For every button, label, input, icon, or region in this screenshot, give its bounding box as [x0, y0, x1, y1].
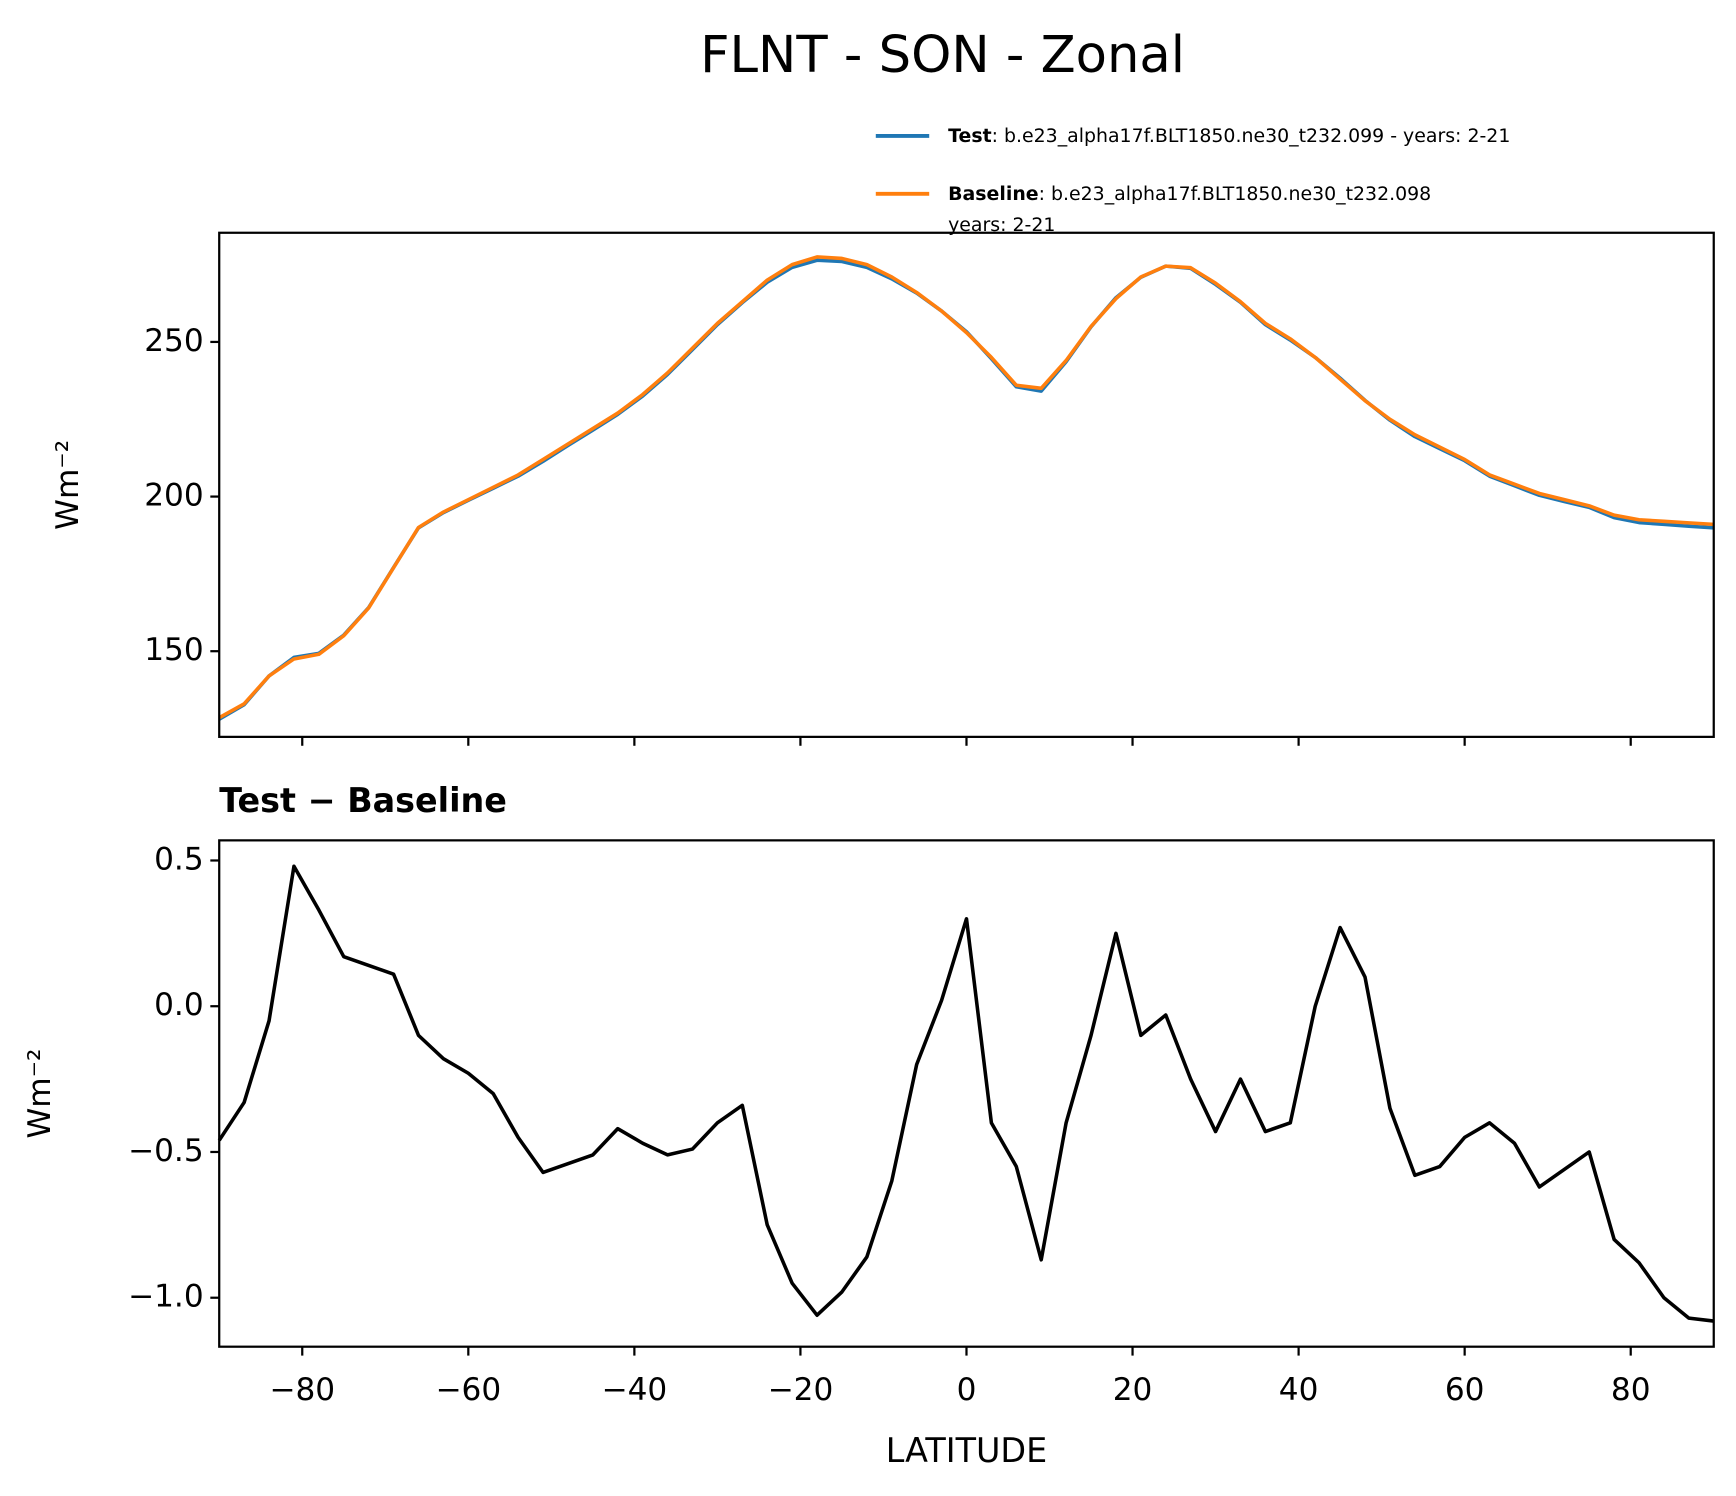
legend-description: : b.e23_alpha17f.BLT1850.ne30_t232.099 -… [992, 124, 1511, 146]
axes-frame [218, 231, 1715, 738]
y-tick-label: −1.0 [128, 1279, 204, 1315]
figure-title: FLNT - SON - Zonal [700, 25, 1185, 85]
x-tick-label: −60 [435, 1372, 501, 1408]
y-tick-label: 250 [144, 323, 203, 359]
line-series [217, 864, 1714, 1323]
y-axis-label: Wm⁻² [50, 440, 86, 530]
axes-title: Test − Baseline [219, 781, 507, 820]
y-tick-label: 200 [144, 478, 203, 514]
legend-entry: Test: b.e23_alpha17f.BLT1850.ne30_t232.0… [948, 124, 1510, 146]
x-tick-label: 40 [1279, 1372, 1319, 1408]
legend-entry: Baseline: b.e23_alpha17f.BLT1850.ne30_t2… [948, 182, 1431, 204]
legend-name: Baseline [948, 182, 1039, 204]
x-tick-label: 60 [1445, 1372, 1485, 1408]
x-tick-label: 80 [1611, 1372, 1651, 1408]
x-tick-label: −80 [269, 1372, 335, 1408]
y-tick-label: 0.0 [154, 987, 204, 1023]
x-tick-label: −40 [602, 1372, 668, 1408]
line-series [218, 258, 1714, 721]
y-tick-label: 150 [144, 632, 203, 668]
x-axis-label: LATITUDE [886, 1431, 1047, 1470]
legend-description: years: 2-21 [948, 213, 1055, 235]
x-tick-label: 20 [1113, 1372, 1153, 1408]
y-tick-label: −0.5 [128, 1133, 204, 1169]
legend-name: Test [948, 124, 992, 146]
legend-entry: years: 2-21 [948, 213, 1055, 235]
x-tick-label: 0 [957, 1372, 977, 1408]
axes-frame [218, 839, 1715, 1348]
x-tick-label: −20 [768, 1372, 834, 1408]
line-series [218, 255, 1714, 720]
y-axis-label: Wm⁻² [22, 1049, 58, 1139]
legend-description: : b.e23_alpha17f.BLT1850.ne30_t232.098 [1039, 182, 1432, 204]
y-tick-label: 0.5 [154, 841, 204, 877]
